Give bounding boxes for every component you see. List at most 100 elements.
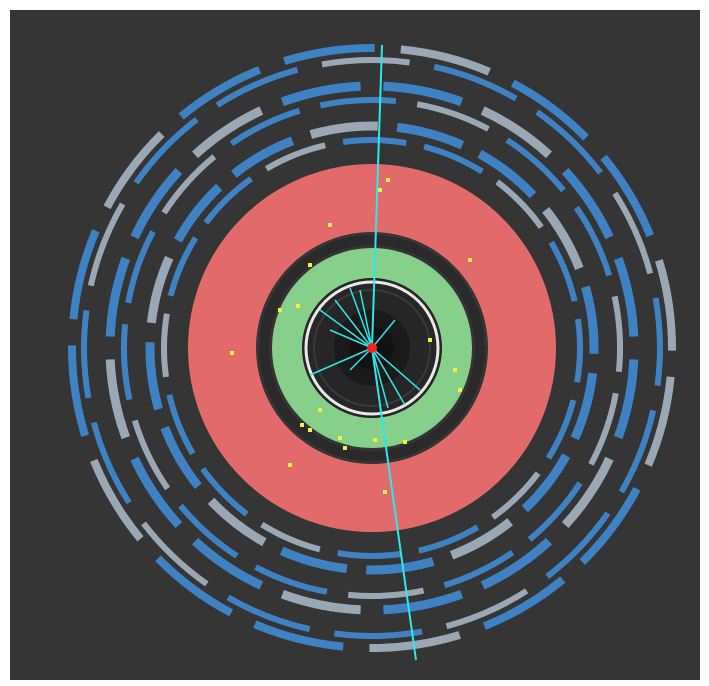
muon-chamber-segment: [279, 546, 348, 574]
track: [349, 287, 373, 349]
event-display-canvas: [10, 10, 700, 680]
detector-event-display: [10, 10, 700, 680]
muon-chamber-segment: [309, 121, 378, 139]
energy-hit: [458, 388, 462, 392]
muon-chamber-segment: [491, 471, 541, 520]
muon-chamber-segment: [120, 323, 133, 401]
energy-hit: [378, 188, 382, 192]
muon-chamber-segment: [477, 149, 537, 199]
muon-track-up: [371, 44, 383, 349]
muon-chamber-segment: [215, 66, 299, 108]
muon-chamber-segment: [570, 372, 598, 441]
muon-chamber-segment: [347, 587, 425, 600]
muon-chamber-segment: [613, 359, 639, 440]
muon-chamber-segment: [253, 620, 344, 651]
muon-chamber-segment: [160, 425, 202, 490]
muon-chamber-segment: [618, 409, 657, 494]
muon-chamber-segment: [433, 63, 518, 102]
muon-chamber-segment: [125, 230, 156, 304]
muon-chamber-segment: [521, 453, 571, 513]
muon-chamber-segment: [90, 421, 132, 505]
pixel-layer: [313, 289, 431, 407]
muon-chamber-segment: [644, 376, 675, 467]
muon-chamber-segment: [482, 576, 566, 630]
muon-chamber-segment: [480, 106, 553, 159]
muon-chamber-segment: [167, 236, 199, 297]
energy-hit: [453, 368, 457, 372]
energy-hit: [296, 304, 300, 308]
muon-chamber-segment: [423, 143, 484, 175]
muon-chamber-segment: [280, 589, 361, 615]
muon-chamber-segment: [416, 101, 490, 132]
track: [309, 347, 373, 376]
muon-chamber-segment: [611, 295, 624, 373]
muon-chamber-segment: [264, 142, 326, 172]
muon-chamber-segment: [542, 206, 584, 271]
muon-chamber-segment: [588, 392, 619, 466]
particle-tracks: [309, 44, 421, 661]
calorimeter-hits: [230, 178, 472, 494]
primary-vertex: [367, 343, 377, 353]
muon-chamber-segment: [200, 467, 249, 517]
muon-chamber-segment: [400, 45, 491, 76]
muon-chamber-segment: [613, 256, 639, 337]
track: [371, 347, 379, 391]
muon-chambers: [67, 43, 677, 653]
muon-chamber-segment: [480, 537, 553, 590]
energy-hit: [328, 223, 332, 227]
muon-chamber-segment: [366, 557, 435, 575]
muon-chamber-segment: [342, 137, 407, 146]
muon-chamber-segment: [280, 81, 361, 107]
muon-chamber-segment: [191, 537, 264, 590]
energy-hit: [468, 258, 472, 262]
energy-hit: [278, 308, 282, 312]
energy-hit: [308, 428, 312, 432]
muon-chamber-segment: [545, 399, 577, 460]
muon-chamber-segment: [155, 555, 234, 617]
tracker-ring: [272, 248, 472, 448]
muon-chamber-segment: [612, 191, 654, 275]
muon-chamber-segment: [161, 154, 217, 215]
muon-chamber-segment: [337, 550, 402, 559]
muon-chamber-segment: [369, 631, 461, 653]
muon-chamber-segment: [130, 167, 183, 240]
muon-chamber-segment: [203, 176, 253, 225]
muon-track-down: [371, 347, 417, 661]
muon-chamber-segment: [321, 57, 410, 68]
muon-chamber-segment: [527, 481, 583, 542]
muon-chamber-segment: [545, 511, 611, 579]
muon-chamber-segment: [396, 122, 465, 150]
energy-hit: [343, 446, 347, 450]
energy-hit: [230, 351, 234, 355]
muon-chamber-segment: [655, 259, 677, 351]
muon-chamber-segment: [652, 297, 663, 386]
muon-chamber-segment: [178, 66, 262, 120]
muon-chamber-segment: [254, 564, 328, 595]
track: [329, 329, 373, 349]
track: [349, 347, 373, 371]
muon-chamber-segment: [69, 229, 100, 320]
muon-chamber-segment: [600, 154, 654, 238]
muon-chamber-segment: [226, 594, 311, 633]
muon-chamber-segment: [449, 518, 514, 560]
track: [319, 309, 373, 349]
muon-chamber-segment: [67, 345, 89, 437]
muon-chamber-segment: [230, 136, 295, 178]
muon-chamber-segment: [207, 497, 267, 547]
muon-chamber-segment: [191, 106, 264, 159]
energy-hit: [318, 408, 322, 412]
muon-chamber-segment: [229, 107, 301, 147]
muon-chamber-segment: [130, 456, 183, 529]
track: [359, 289, 373, 349]
muon-chamber-segment: [535, 109, 603, 175]
muon-chamber-segment: [579, 486, 641, 565]
muon-chamber-segment: [510, 79, 589, 141]
muon-chamber-segment: [146, 255, 174, 324]
muon-chamber-segment: [573, 205, 613, 277]
muon-chamber-segment: [383, 589, 464, 615]
solenoid-ring: [304, 280, 440, 416]
energy-hit: [308, 263, 312, 267]
muon-chamber-segment: [90, 458, 144, 542]
muon-chamber-segment: [548, 240, 578, 302]
energy-hit: [338, 436, 342, 440]
